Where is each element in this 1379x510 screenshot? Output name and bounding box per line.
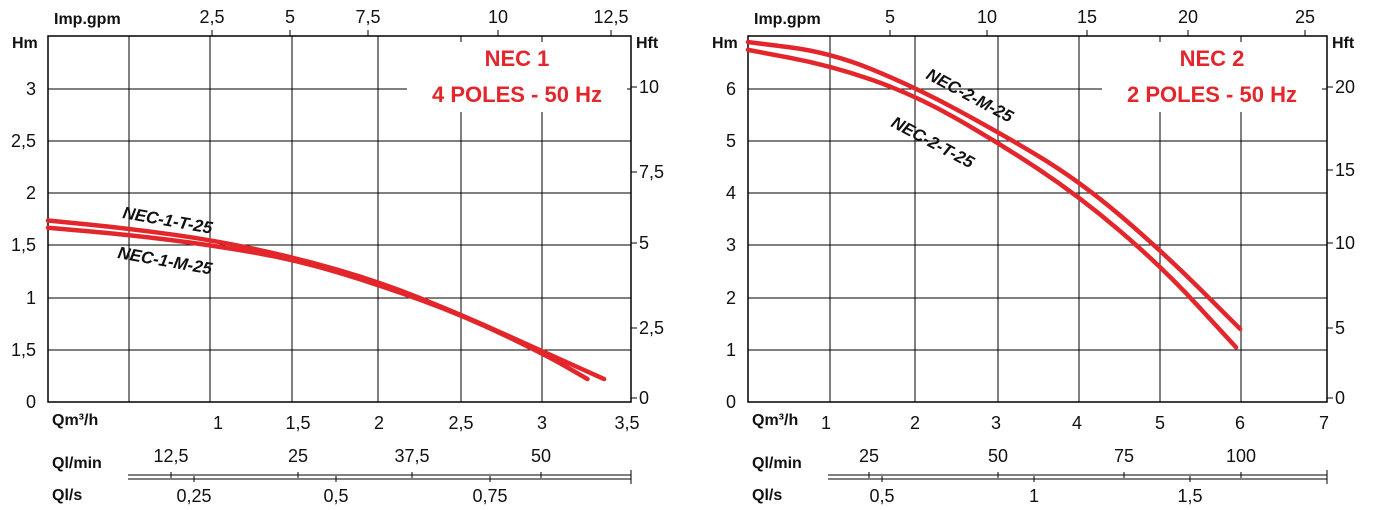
right-tick-label: 20 bbox=[1335, 77, 1355, 97]
y-tick-label: 2 bbox=[726, 288, 736, 308]
series-label-nec-1-m-25: NEC-1-M-25 bbox=[116, 243, 214, 278]
y-tick-label: 1,5 bbox=[11, 340, 36, 360]
series-line-nec-2-t-25 bbox=[745, 47, 1239, 350]
top-tick-label: 10 bbox=[488, 7, 508, 27]
right-tick-label: 0 bbox=[639, 388, 649, 408]
y-tick-label: 3 bbox=[726, 235, 736, 255]
chart-title-line1: NEC 1 bbox=[485, 46, 550, 71]
right-tick-label: 2,5 bbox=[639, 318, 664, 338]
top-tick-label: 12,5 bbox=[593, 7, 628, 27]
right-tick-label: 7,5 bbox=[639, 162, 664, 182]
x-tick-label: 6 bbox=[1235, 413, 1245, 433]
ls-tick-label: 0,5 bbox=[869, 486, 894, 506]
x-tick-label: 2 bbox=[910, 413, 920, 433]
chart-title-line2: 4 POLES - 50 Hz bbox=[432, 82, 602, 107]
ls-tick-label: 0,75 bbox=[472, 486, 507, 506]
right-tick-label: 5 bbox=[1335, 318, 1345, 338]
y-tick-label: 0 bbox=[26, 392, 36, 412]
x-tick-label: 2 bbox=[374, 413, 384, 433]
y-tick-label: 1 bbox=[726, 340, 736, 360]
lmin-tick-label: 100 bbox=[1226, 446, 1256, 466]
lmin-tick-label: 50 bbox=[531, 446, 551, 466]
ls-tick-label: 0,25 bbox=[176, 486, 211, 506]
y-tick-label: 6 bbox=[726, 79, 736, 99]
y-tick-label: 2 bbox=[26, 183, 36, 203]
y-tick-label: 0 bbox=[726, 392, 736, 412]
top-tick-label: 10 bbox=[977, 7, 997, 27]
plot-frame bbox=[747, 35, 1328, 403]
lmin-tick-label: 12,5 bbox=[153, 446, 188, 466]
ls-unit-label: Ql/s bbox=[52, 487, 82, 504]
right-unit-label: Hft bbox=[636, 35, 659, 52]
right-tick-label: 5 bbox=[639, 233, 649, 253]
right-tick-label: 10 bbox=[1335, 233, 1355, 253]
y-tick-label: 2,5 bbox=[11, 131, 36, 151]
y-tick-label: 3 bbox=[26, 79, 36, 99]
x-tick-label: 5 bbox=[1155, 413, 1165, 433]
x-unit-label: Qm³/h bbox=[752, 412, 798, 429]
lmin-tick-label: 50 bbox=[988, 446, 1008, 466]
x-unit-label: Qm³/h bbox=[52, 412, 98, 429]
lmin-tick-label: 75 bbox=[1114, 446, 1134, 466]
x-tick-label: 1,5 bbox=[285, 413, 310, 433]
top-unit-label: Imp.gpm bbox=[54, 11, 121, 28]
x-tick-label: 3,5 bbox=[614, 413, 639, 433]
top-unit-label: Imp.gpm bbox=[754, 11, 821, 28]
y-tick-label: 5 bbox=[726, 131, 736, 151]
series-line-nec-1-m-25 bbox=[45, 225, 590, 382]
left-unit-label: Hm bbox=[12, 35, 38, 52]
y-tick-label: 1 bbox=[26, 288, 36, 308]
ls-tick-label: 0,5 bbox=[323, 486, 348, 506]
x-tick-label: 3 bbox=[991, 413, 1001, 433]
top-tick-label: 2,5 bbox=[199, 7, 224, 27]
series-line-nec-2-m-25 bbox=[745, 39, 1243, 332]
right-tick-label: 10 bbox=[639, 77, 659, 97]
y-tick-label: 4 bbox=[726, 183, 736, 203]
title-backdrop bbox=[1102, 42, 1322, 112]
x-tick-label: 7 bbox=[1319, 413, 1329, 433]
chart-title-line2: 2 POLES - 50 Hz bbox=[1127, 82, 1297, 107]
x-tick-label: 1 bbox=[821, 413, 831, 433]
ls-tick-label: 1 bbox=[1029, 486, 1039, 506]
left-unit-label: Hm bbox=[712, 35, 738, 52]
chart-title-line1: NEC 2 bbox=[1180, 46, 1245, 71]
top-tick-label: 20 bbox=[1178, 7, 1198, 27]
lmin-tick-label: 25 bbox=[859, 446, 879, 466]
series-line-nec-1-t-25 bbox=[45, 218, 607, 382]
x-tick-label: 4 bbox=[1072, 413, 1082, 433]
right-tick-label: 15 bbox=[1335, 160, 1355, 180]
x-tick-label: 2,5 bbox=[448, 413, 473, 433]
ls-tick-label: 1,5 bbox=[1177, 486, 1202, 506]
top-tick-label: 5 bbox=[285, 7, 295, 27]
lmin-tick-label: 37,5 bbox=[394, 446, 429, 466]
lmin-tick-label: 25 bbox=[288, 446, 308, 466]
top-tick-label: 15 bbox=[1077, 7, 1097, 27]
title-backdrop bbox=[407, 42, 627, 112]
lmin-unit-label: Ql/min bbox=[52, 455, 102, 472]
right-tick-label: 0 bbox=[1335, 388, 1345, 408]
top-tick-label: 5 bbox=[885, 7, 895, 27]
ls-unit-label: Ql/s bbox=[752, 487, 782, 504]
y-tick-label: 1,5 bbox=[11, 235, 36, 255]
lmin-unit-label: Ql/min bbox=[752, 455, 802, 472]
top-tick-label: 7,5 bbox=[355, 7, 380, 27]
top-tick-label: 25 bbox=[1295, 7, 1315, 27]
right-unit-label: Hft bbox=[1332, 35, 1355, 52]
x-tick-label: 1 bbox=[213, 413, 223, 433]
x-tick-label: 3 bbox=[537, 413, 547, 433]
